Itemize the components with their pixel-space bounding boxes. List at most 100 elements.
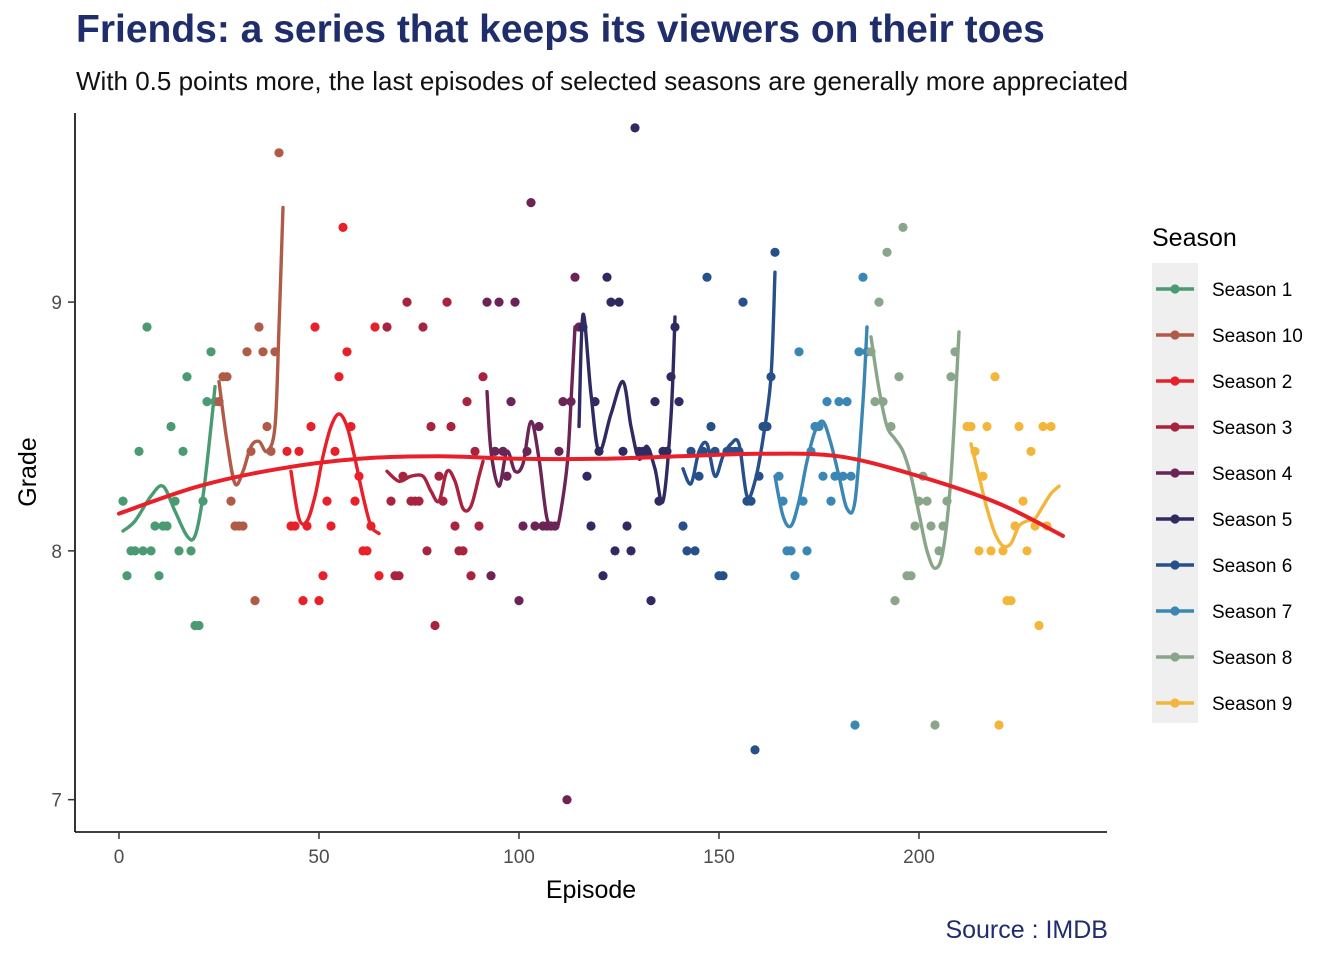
legend: Season Season 1 Season 10 Season 2 Season 3… [1152, 224, 1303, 723]
season-7-point-22 [858, 272, 868, 282]
legend-label: Season 7 [1212, 602, 1292, 623]
season-7-point-21 [854, 347, 864, 357]
season-1-point-6 [138, 546, 148, 556]
season-7-point-19 [846, 471, 856, 481]
season-4-point-9 [514, 596, 524, 606]
season-10-point-4 [226, 496, 236, 506]
season-6-point-8 [706, 421, 716, 432]
season-9-point-9 [994, 720, 1004, 730]
season-8-point-15 [922, 496, 932, 506]
season-5-point-19 [650, 397, 660, 407]
season-2-point-11 [322, 496, 332, 506]
season-4-point-21 [562, 795, 572, 805]
season-10-point-7 [238, 521, 248, 531]
season-4-smooth-line [485, 325, 577, 530]
season-8-point-9 [898, 222, 908, 232]
season-4-point-8 [510, 297, 520, 307]
x-tick-label: 50 [308, 847, 329, 868]
season-10-point-10 [250, 596, 260, 606]
season-9-smooth-line [969, 442, 1061, 549]
season-6-smooth-line [681, 270, 777, 500]
season-2-point-10 [318, 571, 328, 581]
season-9-point-12 [1006, 596, 1016, 606]
season-2-point-7 [306, 421, 316, 432]
season-3-point-25 [478, 372, 488, 382]
season-7-point-12 [818, 471, 828, 481]
legend-item-season-9: Season 9 [1156, 694, 1292, 715]
legend-key-dot [1170, 560, 1180, 570]
season-2-point-12 [326, 521, 336, 531]
season-6-point-5 [694, 471, 704, 481]
season-2-point-21 [362, 546, 372, 556]
season-5-point-18 [646, 596, 656, 606]
season-7-point-16 [834, 397, 844, 407]
legend-items: Season 1 Season 10 Season 2 Season 3 Season … [1156, 280, 1303, 715]
legend-key-dot [1170, 606, 1180, 616]
season-3-point-18 [450, 521, 460, 531]
season-10-point-12 [258, 347, 268, 357]
legend-label: Season 9 [1212, 694, 1292, 715]
season-5-smooth-line [577, 312, 677, 505]
season-7-point-4 [786, 546, 796, 556]
series-season-1 [118, 322, 220, 631]
season-9-point-4 [974, 546, 984, 556]
season-10-point-8 [242, 347, 252, 357]
season-3-point-1 [382, 322, 392, 332]
season-2-point-15 [338, 222, 348, 232]
season-5-point-25 [674, 397, 684, 407]
legend-key-dot [1170, 468, 1180, 478]
season-3-point-23 [470, 446, 480, 456]
season-7-point-20 [850, 720, 860, 730]
season-3-smooth-line [385, 459, 485, 513]
season-2-point-5 [298, 596, 308, 606]
season-3-point-21 [462, 397, 472, 407]
legend-label: Season 5 [1212, 510, 1292, 531]
series-season-8 [866, 222, 961, 730]
season-9-point-14 [1014, 421, 1024, 432]
season-2-point-18 [350, 496, 360, 506]
season-8-point-3 [874, 297, 884, 307]
season-8-point-16 [926, 521, 936, 531]
season-10-point-3 [222, 372, 232, 382]
season-3-point-24 [474, 521, 484, 531]
season-2-point-23 [370, 322, 380, 332]
season-1-point-1 [118, 496, 128, 506]
season-9-point-20 [1038, 421, 1048, 432]
legend-label: Season 1 [1212, 280, 1292, 301]
series-season-2 [282, 222, 384, 606]
season-7-point-5 [790, 571, 800, 581]
season-4-point-20 [558, 397, 568, 407]
y-tick-label: 7 [51, 791, 62, 812]
season-1-point-22 [202, 397, 212, 407]
season-3-point-11 [422, 546, 432, 556]
source-caption: Source : IMDB [945, 916, 1108, 944]
legend-label: Season 8 [1212, 648, 1292, 669]
season-6-point-4 [690, 546, 700, 556]
season-1-point-9 [150, 521, 160, 531]
season-5-point-6 [598, 571, 608, 581]
season-2-point-3 [290, 521, 300, 531]
legend-item-season-4: Season 4 [1156, 464, 1293, 485]
season-2-point-24 [374, 571, 384, 581]
season-9-point-19 [1034, 620, 1044, 631]
season-7-point-6 [794, 347, 804, 357]
season-2-point-13 [330, 446, 340, 456]
y-tick-label: 9 [51, 293, 62, 314]
legend-key-dot [1170, 422, 1180, 432]
season-1-point-23 [206, 347, 216, 357]
season-1-point-7 [142, 322, 152, 332]
season-4-point-4 [494, 297, 504, 307]
season-4-point-7 [506, 397, 516, 407]
season-6-point-7 [702, 272, 712, 282]
season-1-point-17 [182, 372, 192, 382]
legend-item-season-1: Season 1 [1156, 280, 1292, 301]
season-5-point-9 [610, 546, 620, 556]
series-season-6 [678, 247, 780, 755]
season-5-point-10 [614, 297, 624, 307]
axes: 0 50 100 150 200 7 8 9 [51, 293, 934, 868]
legend-key-background [1152, 263, 1198, 723]
season-3-point-10 [418, 322, 428, 332]
season-9-point-22 [1046, 421, 1056, 432]
season-10-point-11 [254, 322, 264, 332]
season-7-point-14 [826, 496, 836, 506]
